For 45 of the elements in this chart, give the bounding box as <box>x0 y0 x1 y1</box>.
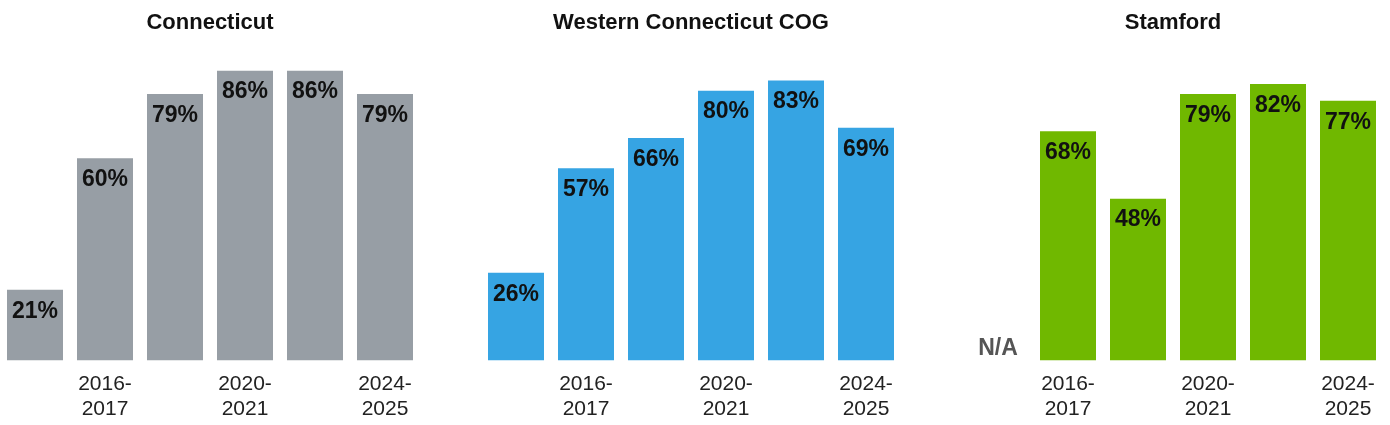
bar <box>838 127 894 361</box>
data-label: 79% <box>151 100 199 127</box>
text: N/A <box>978 334 1018 361</box>
x-tick-label: 2024-2025 <box>358 371 412 420</box>
bar <box>287 70 343 361</box>
data-label: 57% <box>562 175 610 202</box>
bar <box>1320 100 1376 361</box>
chart-title: Western Connecticut COG <box>553 9 829 35</box>
data-label: 77% <box>1324 107 1372 134</box>
x-tick-label: 2020-2021 <box>1181 371 1235 420</box>
data-label: 69% <box>842 134 890 161</box>
data-label: 26% <box>492 279 540 306</box>
x-tick-label: 2024-2025 <box>839 371 893 420</box>
data-label: 79% <box>1184 100 1232 127</box>
chart-title: Stamford <box>1124 9 1222 35</box>
x-tick-label: 2020-2021 <box>218 371 272 420</box>
bar <box>1110 198 1166 361</box>
bar <box>357 94 413 361</box>
bar <box>217 70 273 361</box>
chart-title: Connecticut <box>146 9 275 35</box>
x-tick-label: 2016-2017 <box>1041 371 1095 420</box>
data-label: 60% <box>81 164 129 191</box>
bar <box>1180 94 1236 361</box>
x-tick-label: 2016-2017 <box>559 371 613 420</box>
data-label: 21% <box>11 296 59 323</box>
bar <box>628 137 684 361</box>
bar <box>147 94 203 361</box>
bar <box>1250 83 1306 361</box>
data-label: 83% <box>772 87 820 114</box>
bar <box>768 80 824 361</box>
data-label: 48% <box>1114 205 1162 232</box>
data-label: 86% <box>221 77 269 104</box>
x-tick-label: 2024-2025 <box>1321 371 1375 420</box>
data-label: 82% <box>1254 90 1302 117</box>
data-label: 68% <box>1044 137 1092 164</box>
data-label: 86% <box>291 77 339 104</box>
bar <box>77 158 133 361</box>
bar <box>558 168 614 361</box>
bar <box>1040 131 1096 361</box>
x-tick-label: 2020-2021 <box>699 371 753 420</box>
data-label: 80% <box>702 97 750 124</box>
data-label: 79% <box>361 100 409 127</box>
data-label: 66% <box>632 144 680 171</box>
bar <box>698 90 754 361</box>
x-tick-label: 2016-2017 <box>78 371 132 420</box>
